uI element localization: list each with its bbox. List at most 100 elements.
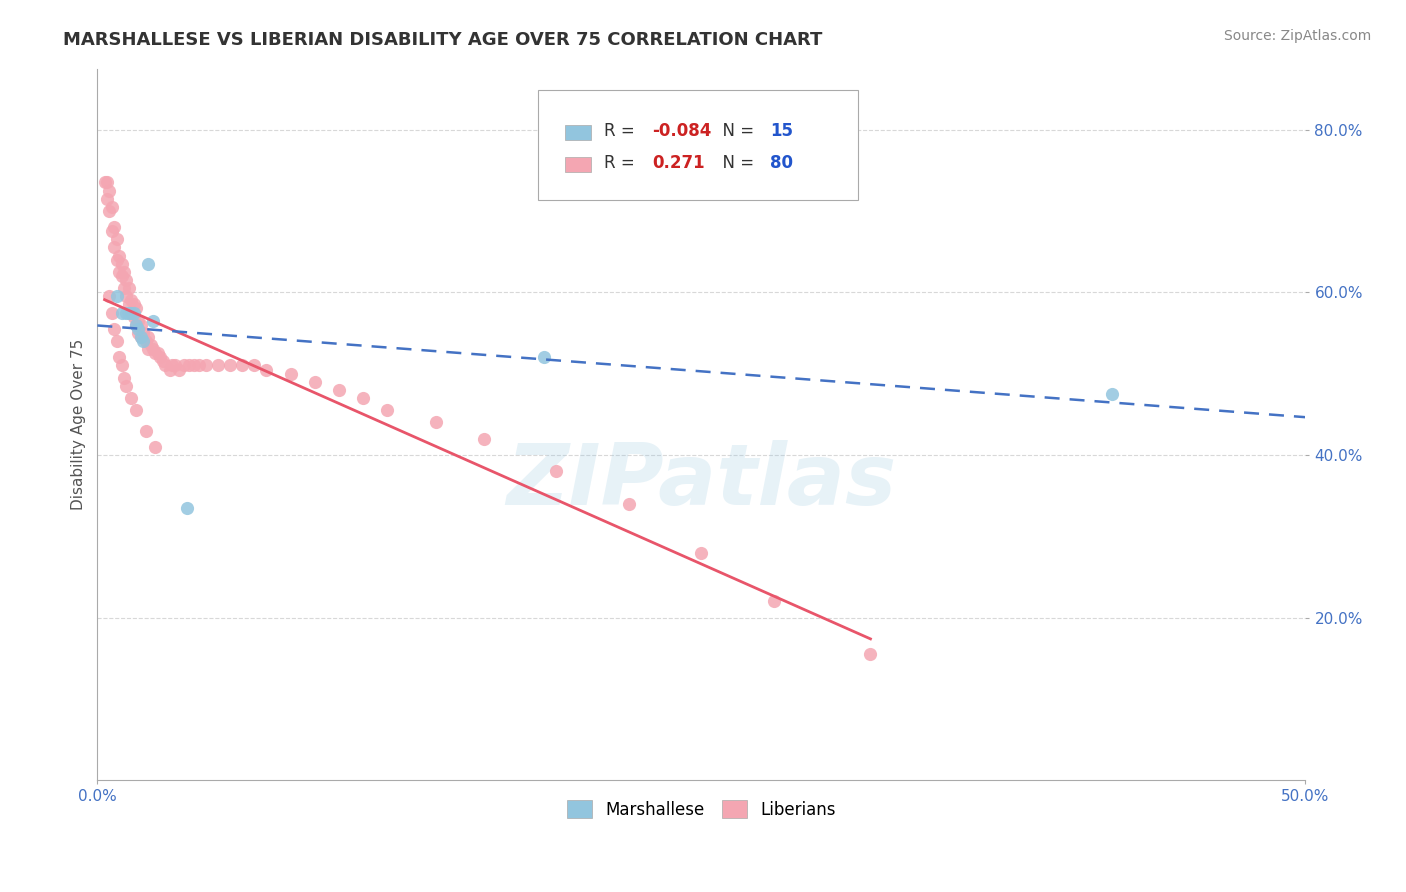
Text: ZIPatlas: ZIPatlas (506, 440, 897, 523)
Point (546, 464, 568, 478)
Point (125, 318, 148, 332)
Text: Source: ZipAtlas.com: Source: ZipAtlas.com (1223, 29, 1371, 43)
Point (149, 351, 172, 365)
Point (328, 383, 350, 397)
Point (162, 359, 184, 373)
Point (105, 334, 128, 348)
Point (127, 314, 149, 328)
Text: N =: N = (713, 154, 759, 172)
Point (110, 305, 132, 319)
Point (115, 378, 138, 392)
Text: N =: N = (713, 122, 759, 140)
Point (125, 318, 148, 332)
Point (120, 293, 142, 308)
Point (115, 273, 138, 287)
Point (352, 391, 374, 405)
Point (105, 252, 128, 267)
Point (93, 175, 115, 189)
Point (105, 232, 128, 246)
Point (173, 359, 195, 373)
Point (179, 359, 201, 373)
Point (280, 367, 302, 381)
Point (187, 359, 209, 373)
Point (143, 346, 166, 360)
Text: -0.084: -0.084 (652, 122, 711, 140)
Point (163, 359, 186, 373)
Point (136, 342, 159, 356)
Point (142, 314, 165, 328)
FancyBboxPatch shape (538, 90, 859, 200)
Point (108, 249, 131, 263)
Point (125, 403, 148, 417)
Point (98, 289, 121, 303)
Point (103, 322, 125, 336)
Point (115, 305, 138, 319)
Point (129, 330, 152, 344)
Legend: Marshallese, Liberians: Marshallese, Liberians (561, 793, 842, 825)
Point (762, 594, 785, 608)
Point (125, 301, 148, 316)
Point (690, 545, 713, 559)
Point (108, 351, 131, 365)
Point (118, 297, 141, 311)
Point (1101, 387, 1123, 401)
Point (132, 326, 155, 340)
Point (146, 346, 169, 360)
Point (101, 305, 124, 319)
FancyBboxPatch shape (565, 125, 592, 140)
Point (159, 362, 181, 376)
Text: 15: 15 (770, 122, 793, 140)
Text: R =: R = (603, 122, 640, 140)
Point (98, 203, 121, 218)
Point (231, 359, 253, 373)
Point (122, 305, 145, 319)
Point (110, 257, 132, 271)
Text: 0.271: 0.271 (652, 154, 704, 172)
Point (617, 497, 640, 511)
Point (533, 351, 555, 365)
Point (96, 175, 118, 189)
Point (120, 305, 142, 319)
Point (112, 281, 135, 295)
Point (135, 424, 157, 438)
Point (96, 192, 118, 206)
Point (153, 359, 176, 373)
Point (115, 289, 138, 303)
Point (101, 200, 124, 214)
Point (122, 297, 145, 311)
Point (304, 375, 326, 389)
Point (103, 240, 125, 254)
FancyBboxPatch shape (565, 157, 592, 172)
Y-axis label: Disability Age Over 75: Disability Age Over 75 (72, 339, 86, 510)
Point (122, 310, 145, 324)
Point (136, 257, 159, 271)
Point (118, 305, 141, 319)
Point (256, 362, 278, 376)
Point (472, 432, 495, 446)
Point (152, 354, 174, 368)
Point (118, 281, 141, 295)
Point (127, 322, 149, 336)
Point (110, 268, 132, 283)
Point (207, 359, 229, 373)
Point (219, 359, 242, 373)
Point (142, 342, 165, 356)
Point (112, 370, 135, 384)
Point (110, 359, 132, 373)
Point (859, 647, 882, 661)
Point (375, 403, 398, 417)
Text: MARSHALLESE VS LIBERIAN DISABILITY AGE OVER 75 CORRELATION CHART: MARSHALLESE VS LIBERIAN DISABILITY AGE O… (63, 31, 823, 49)
Point (135, 334, 157, 348)
Point (105, 289, 128, 303)
Point (169, 362, 191, 376)
Text: 80: 80 (770, 154, 793, 172)
Point (139, 338, 162, 352)
Text: R =: R = (603, 154, 645, 172)
Point (425, 416, 447, 430)
Point (183, 359, 205, 373)
Point (101, 224, 124, 238)
Point (143, 440, 166, 454)
Point (129, 330, 152, 344)
Point (195, 359, 218, 373)
Point (98, 184, 121, 198)
